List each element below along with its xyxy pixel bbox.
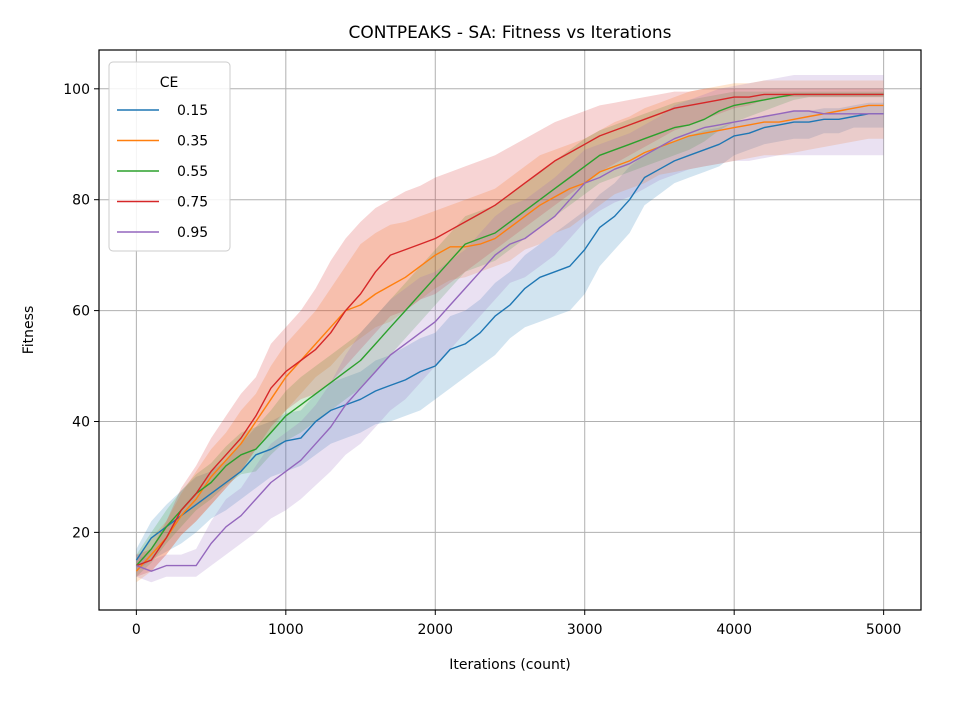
grid-lines <box>99 50 921 610</box>
legend-item-0.15: 0.15 <box>117 103 208 119</box>
band-0.75 <box>136 88 884 577</box>
chart-title: CONTPEAKS - SA: Fitness vs Iterations <box>349 23 672 43</box>
y-tick-label: 100 <box>63 82 90 98</box>
x-tick-label: 1000 <box>268 622 304 638</box>
x-tick-label: 4000 <box>716 622 752 638</box>
y-axis-label: Fitness <box>21 306 37 355</box>
band-0.95 <box>136 75 884 583</box>
legend-label: 0.95 <box>177 225 208 241</box>
series-line-0.55 <box>135 93 884 567</box>
legend-item-0.75: 0.75 <box>117 195 208 211</box>
legend-label: 0.35 <box>177 134 208 150</box>
legend-title: CE <box>160 75 179 91</box>
legend-label: 0.75 <box>177 195 208 211</box>
x-tick-label: 3000 <box>567 622 603 638</box>
x-tick-label: 2000 <box>417 622 453 638</box>
y-tick-label: 20 <box>72 525 90 541</box>
confidence-bands <box>136 75 884 583</box>
x-tick-label: 0 <box>132 622 141 638</box>
y-tick-label: 40 <box>72 414 90 430</box>
legend-item-0.95: 0.95 <box>117 225 208 241</box>
series-line-0.75 <box>136 93 884 567</box>
series-line-0.15 <box>135 113 884 561</box>
band-0.15 <box>136 102 884 572</box>
x-tick-label: 5000 <box>866 622 902 638</box>
x-axis-ticks: 0 1000 2000 3000 4000 5000 <box>132 610 902 638</box>
y-tick-label: 60 <box>72 304 90 320</box>
legend-item-0.35: 0.35 <box>117 134 208 150</box>
legend-label: 0.55 <box>177 164 208 180</box>
legend: CE 0.15 0.35 0.55 0.75 0.95 <box>108 61 231 252</box>
series-line-0.35 <box>135 104 884 572</box>
legend-item-0.55: 0.55 <box>117 164 208 180</box>
y-axis-ticks: 20 40 60 80 100 <box>63 82 99 541</box>
legend-label: 0.15 <box>177 103 208 119</box>
y-tick-label: 80 <box>72 193 90 209</box>
x-axis-label: Iterations (count) <box>449 657 571 673</box>
series-line-0.95 <box>136 110 884 572</box>
series-lines <box>135 93 884 572</box>
plot-frame <box>98 49 922 611</box>
band-0.35 <box>136 80 884 583</box>
